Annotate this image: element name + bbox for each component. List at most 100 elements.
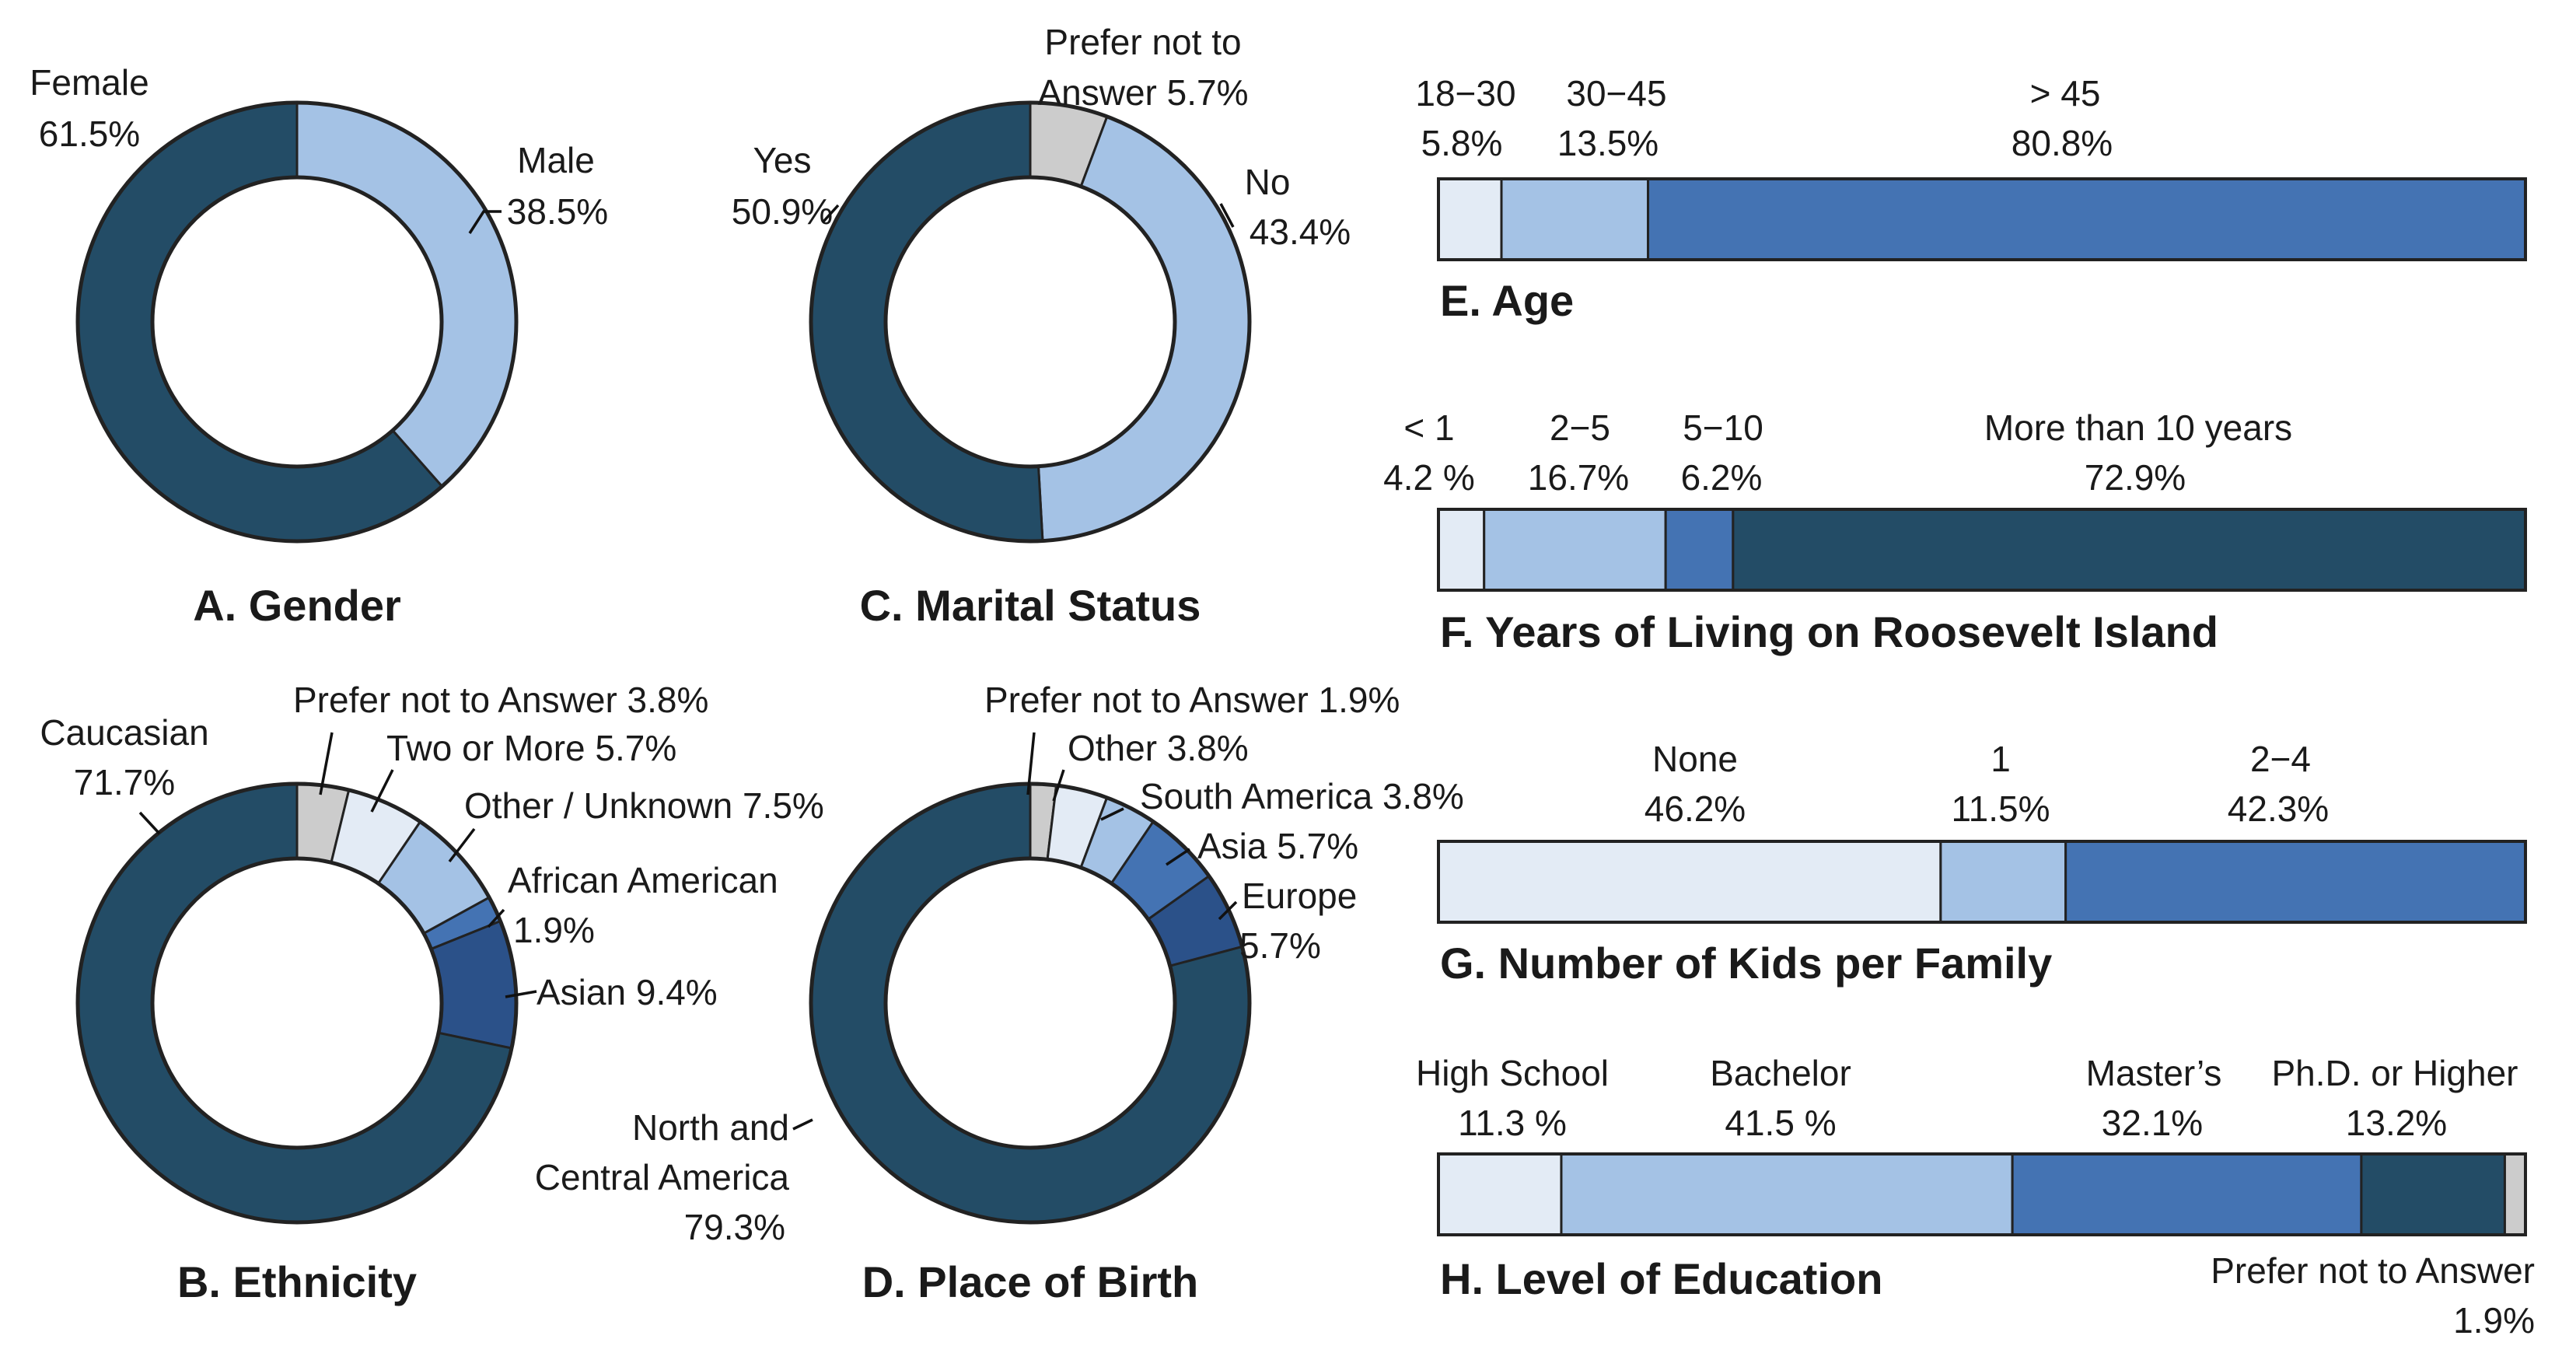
- leader-c-no: [1219, 203, 1235, 228]
- title-a: A. Gender: [193, 581, 401, 630]
- donut-d-hole: [883, 856, 1177, 1150]
- label-h-prefer-not-pct: 1.9%: [2453, 1300, 2535, 1341]
- title-d: D. Place of Birth: [862, 1257, 1199, 1306]
- bar-e-segment-18-30: [1437, 177, 1503, 261]
- label-f-lt1-pct: 4.2 %: [1383, 457, 1475, 498]
- bar-h-frame: [1437, 1152, 2527, 1236]
- donut-c-outer-rim: [809, 100, 1252, 544]
- label-c-yes-pct: 50.9%: [732, 191, 833, 232]
- label-b-african-american: African American: [508, 860, 778, 900]
- label-a-female: Female: [30, 62, 149, 103]
- label-h-high-school-pct: 11.3 %: [1458, 1103, 1567, 1143]
- bar-g-segment-1: [1939, 840, 2067, 924]
- chart-f-years-living: < 1 4.2 % 2−5 16.7% 5−10 6.2% More than …: [1383, 407, 2527, 656]
- label-b-other: Other / Unknown 7.5%: [464, 785, 824, 826]
- title-e: E. Age: [1440, 276, 1574, 325]
- leader-b-caucasian: [138, 811, 161, 835]
- label-h-masters-pct: 32.1%: [2102, 1103, 2203, 1143]
- label-e-18-30-pct: 5.8%: [1421, 123, 1503, 163]
- leader-b-african-american: [487, 908, 505, 928]
- leader-d-europe: [1218, 900, 1238, 921]
- chart-d-place-of-birth: Prefer not to Answer 1.9% Other 3.8% Sou…: [535, 680, 1464, 1306]
- label-d-europe-pct: 5.7%: [1239, 925, 1321, 966]
- label-g-none-pct: 46.2%: [1645, 788, 1746, 829]
- label-f-gt10: More than 10 years: [1984, 407, 2292, 448]
- chart-b-ethnicity: Caucasian 71.7% Prefer not to Answer 3.8…: [40, 680, 823, 1306]
- donut-b-hole: [150, 856, 444, 1150]
- leader-d-prefer-not: [1026, 732, 1036, 795]
- label-c-no-pct: 43.4%: [1250, 212, 1351, 252]
- leader-d-north-central-america: [792, 1118, 813, 1131]
- bar-g-frame: [1437, 840, 2527, 924]
- label-g-none: None: [1652, 739, 1738, 779]
- leader-d-south-america: [1100, 807, 1124, 821]
- title-b: B. Ethnicity: [177, 1257, 417, 1306]
- bar-e-segment-45: [1647, 177, 2527, 261]
- label-b-two-or-more: Two or More 5.7%: [386, 728, 676, 768]
- label-h-bachelor: Bachelor: [1710, 1053, 1851, 1093]
- bar-h-segment-high-school: [1437, 1152, 1563, 1236]
- label-f-2-5: 2−5: [1550, 407, 1610, 448]
- bar-g-segment-none: [1437, 840, 1942, 924]
- bar-h-segment-ph-d-or-higher: [2360, 1152, 2506, 1236]
- label-b-prefer-not: Prefer not to Answer 3.8%: [293, 680, 708, 720]
- label-c-prefer-not-value: 5.7%: [1167, 72, 1249, 113]
- label-g-one: 1: [1991, 739, 2011, 779]
- leader-b-other: [448, 827, 476, 863]
- leader-d-asia: [1166, 848, 1190, 866]
- label-e-30-45: 30−45: [1566, 73, 1666, 114]
- title-g: G. Number of Kids per Family: [1440, 939, 2052, 988]
- bar-f-segment-5-10: [1664, 508, 1735, 592]
- chart-h-education: High School 11.3 % Bachelor 41.5 % Maste…: [1416, 1053, 2535, 1341]
- bar-e-segment-30-45: [1500, 177, 1650, 261]
- label-c-prefer-not-pct: Answer 5.7%: [1037, 72, 1248, 113]
- label-h-bachelor-pct: 41.5 %: [1725, 1103, 1836, 1143]
- label-h-phd-pct: 13.2%: [2346, 1103, 2447, 1143]
- label-b-caucasian-pct: 71.7%: [74, 762, 175, 802]
- title-c: C. Marital Status: [860, 581, 1201, 630]
- label-d-asia: Asia 5.7%: [1197, 826, 1358, 866]
- label-g-2-4-pct: 42.3%: [2228, 788, 2329, 829]
- label-c-no: No: [1245, 162, 1291, 202]
- label-h-phd: Ph.D. or Higher: [2271, 1053, 2518, 1093]
- bar-f-segment-2-5: [1483, 508, 1667, 592]
- label-d-north-central-america-2: Central America: [535, 1157, 790, 1197]
- bar-f-frame: [1437, 508, 2527, 592]
- leader-a-male: [468, 210, 502, 234]
- label-d-north-central-america: North and: [632, 1107, 789, 1148]
- leader-d-other: [1052, 769, 1065, 802]
- label-d-prefer-not: Prefer not to Answer 1.9%: [984, 680, 1400, 720]
- donut-a-hole: [150, 175, 444, 469]
- label-d-europe: Europe: [1242, 876, 1357, 916]
- donut-b-outer-rim: [75, 781, 519, 1225]
- label-h-masters: Master’s: [2086, 1053, 2222, 1093]
- label-e-30-45-pct: 13.5%: [1557, 123, 1658, 163]
- label-a-male: Male: [517, 140, 595, 180]
- bar-e-frame: [1437, 177, 2527, 261]
- chart-e-age: 18−30 5.8% 30−45 13.5% > 45 80.8% E. Age: [1415, 73, 2527, 325]
- label-a-male-pct: 38.5%: [507, 191, 608, 232]
- label-d-south-america: South America 3.8%: [1140, 776, 1464, 816]
- label-e-over-45: > 45: [2030, 73, 2101, 114]
- label-g-one-pct: 11.5%: [1951, 788, 2050, 829]
- label-a-female-pct: 61.5%: [39, 114, 140, 154]
- bar-f-segment-1: [1437, 508, 1486, 592]
- label-f-lt1: < 1: [1403, 407, 1454, 448]
- donut-c-hole: [883, 175, 1177, 469]
- leader-c-yes: [821, 204, 840, 224]
- title-h: H. Level of Education: [1440, 1254, 1882, 1303]
- label-d-other: Other 3.8%: [1068, 728, 1249, 768]
- label-b-caucasian: Caucasian: [40, 712, 208, 753]
- label-h-prefer-not: Prefer not to Answer: [2211, 1250, 2535, 1291]
- label-b-asian: Asian 9.4%: [537, 972, 718, 1012]
- label-f-gt10-pct: 72.9%: [2085, 457, 2186, 498]
- leader-b-asian: [505, 990, 537, 998]
- label-d-north-central-america-pct: 79.3%: [684, 1207, 785, 1247]
- bar-f-segment-more-than-10-years: [1732, 508, 2527, 592]
- label-h-high-school: High School: [1416, 1053, 1609, 1093]
- bar-h-segment-master-s: [2011, 1152, 2363, 1236]
- bar-h-segment-prefer-not-to-answer: [2503, 1152, 2527, 1236]
- title-f: F. Years of Living on Roosevelt Island: [1440, 607, 2218, 656]
- chart-a-gender: Female 61.5% Male 38.5% A. Gender: [30, 62, 608, 630]
